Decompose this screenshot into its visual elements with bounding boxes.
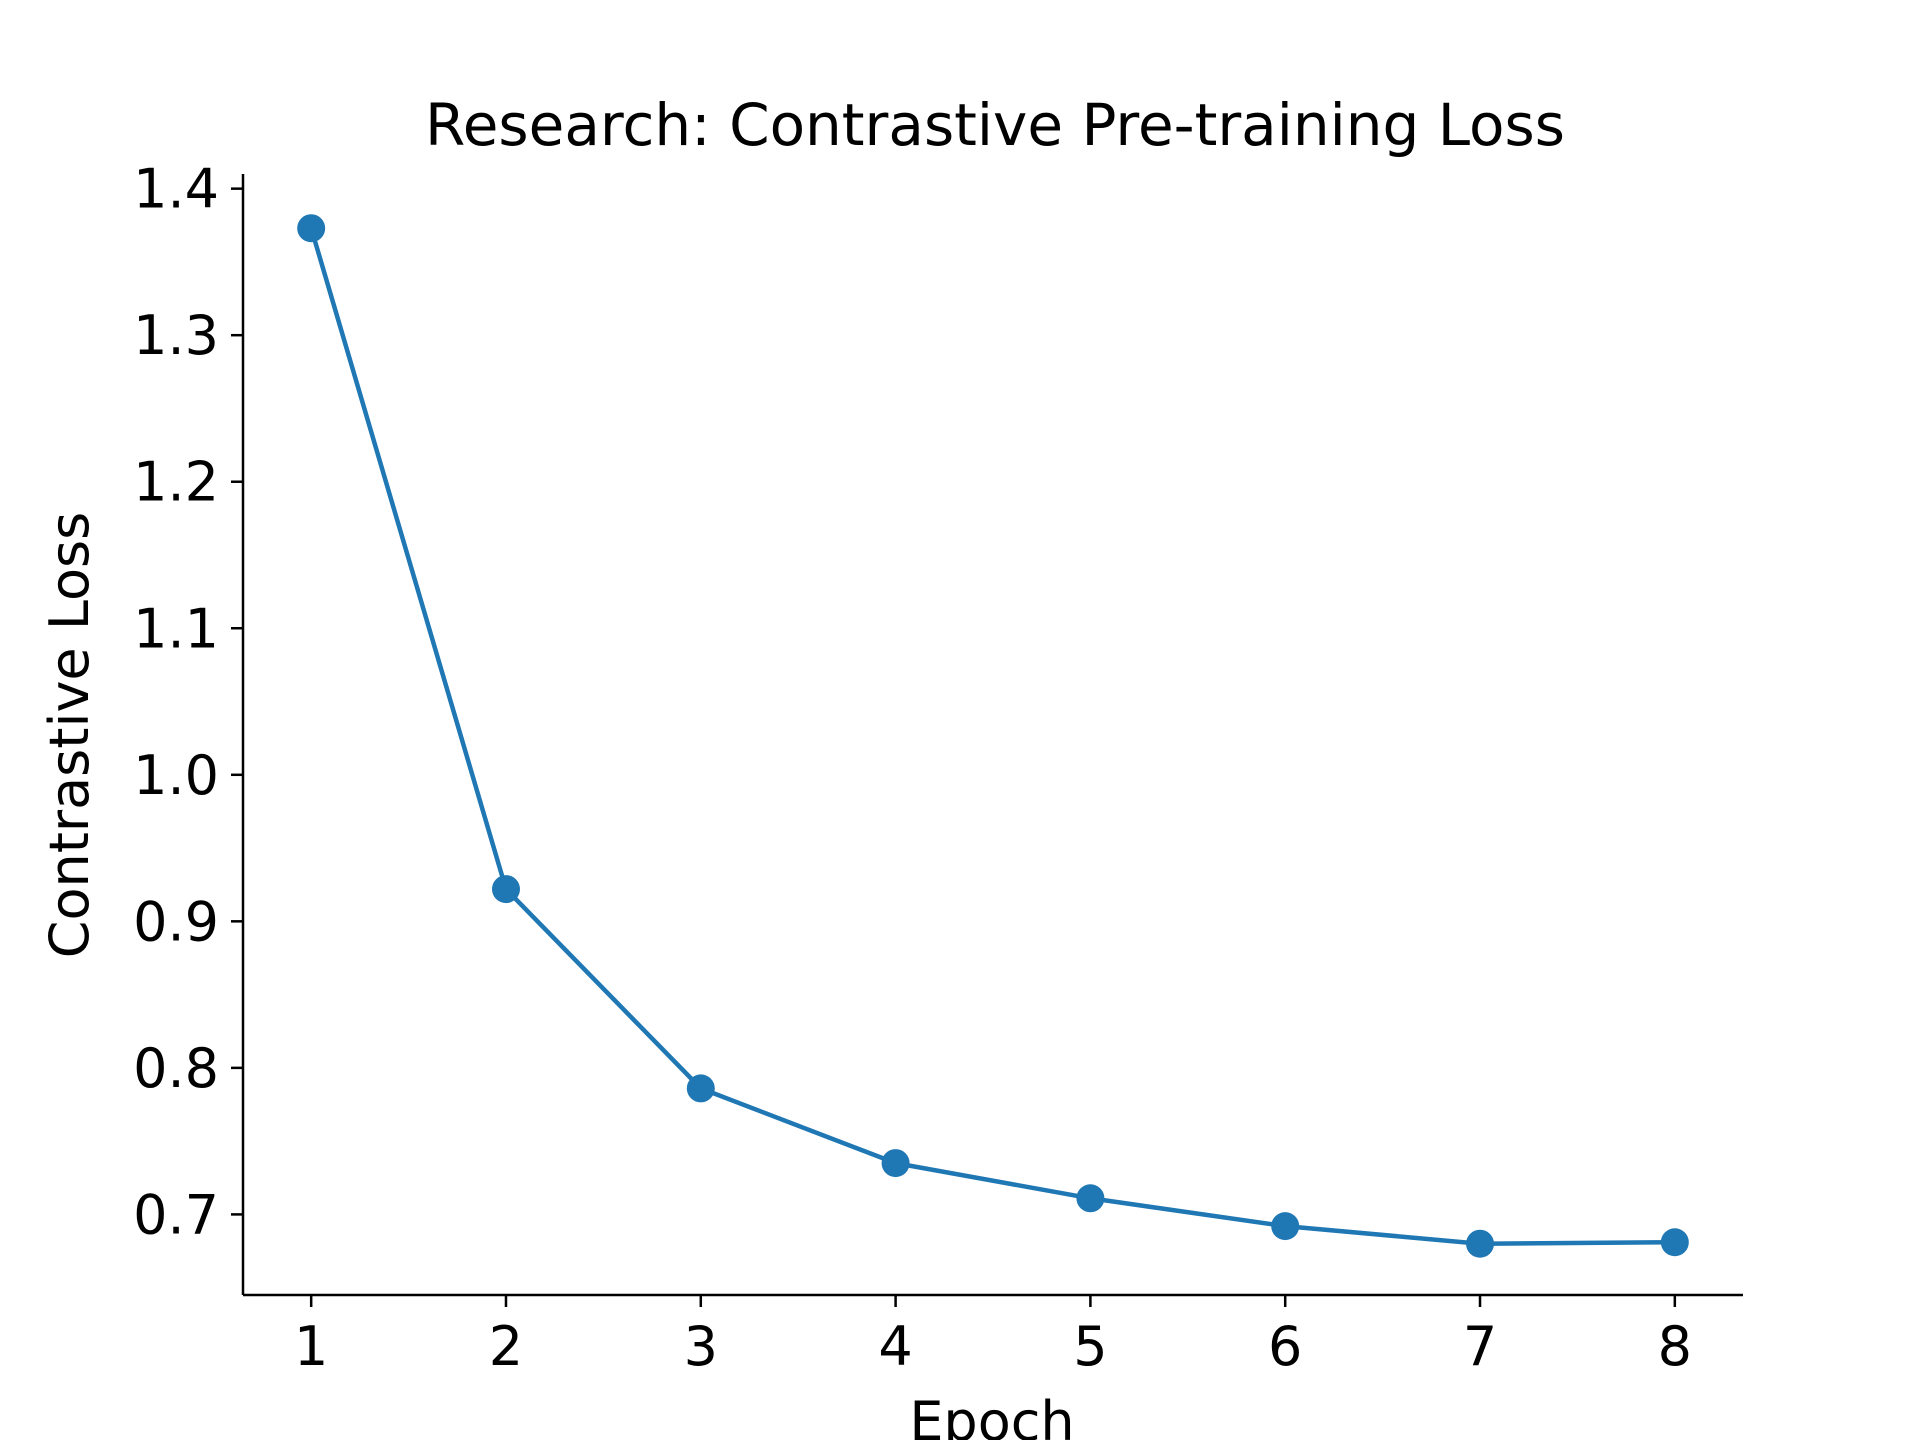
x-tick-label: 4 <box>878 1315 912 1378</box>
y-tick-label: 0.7 <box>133 1183 219 1246</box>
data-point <box>1660 1228 1689 1257</box>
data-point <box>297 214 326 243</box>
chart-title: Research: Contrastive Pre-training Loss <box>425 91 1565 159</box>
x-tick-label: 7 <box>1463 1315 1497 1378</box>
series-line <box>308 225 1678 1246</box>
data-point <box>686 1074 715 1103</box>
x-tick-label: 3 <box>684 1315 718 1378</box>
y-tick-label: 1.1 <box>133 597 219 660</box>
axis-ticks: 1 2 3 4 5 6 7 8 0.7 0.8 0.9 1.0 1.1 1.2 1.3 1.4 <box>133 158 1692 1378</box>
y-tick-label: 1.0 <box>133 744 219 807</box>
data-point <box>881 1149 910 1178</box>
x-tick-label: 5 <box>1073 1315 1107 1378</box>
y-axis-label: Contrastive Loss <box>38 512 101 959</box>
y-tick-label: 1.4 <box>133 158 219 221</box>
y-tick-label: 1.2 <box>133 451 219 514</box>
x-tick-label: 2 <box>489 1315 523 1378</box>
data-series <box>297 214 1689 1258</box>
data-point <box>491 875 520 904</box>
data-point <box>1271 1212 1300 1241</box>
data-point <box>1466 1229 1495 1258</box>
y-tick-label: 1.3 <box>133 304 219 367</box>
y-tick-label: 0.8 <box>133 1037 219 1100</box>
x-axis-label: Epoch <box>909 1390 1074 1440</box>
x-tick-label: 6 <box>1268 1315 1302 1378</box>
x-tick-label: 8 <box>1658 1315 1692 1378</box>
y-tick-label: 0.9 <box>133 890 219 953</box>
data-point <box>1076 1184 1105 1213</box>
x-tick-label: 1 <box>294 1315 328 1378</box>
axes <box>241 174 1743 1297</box>
